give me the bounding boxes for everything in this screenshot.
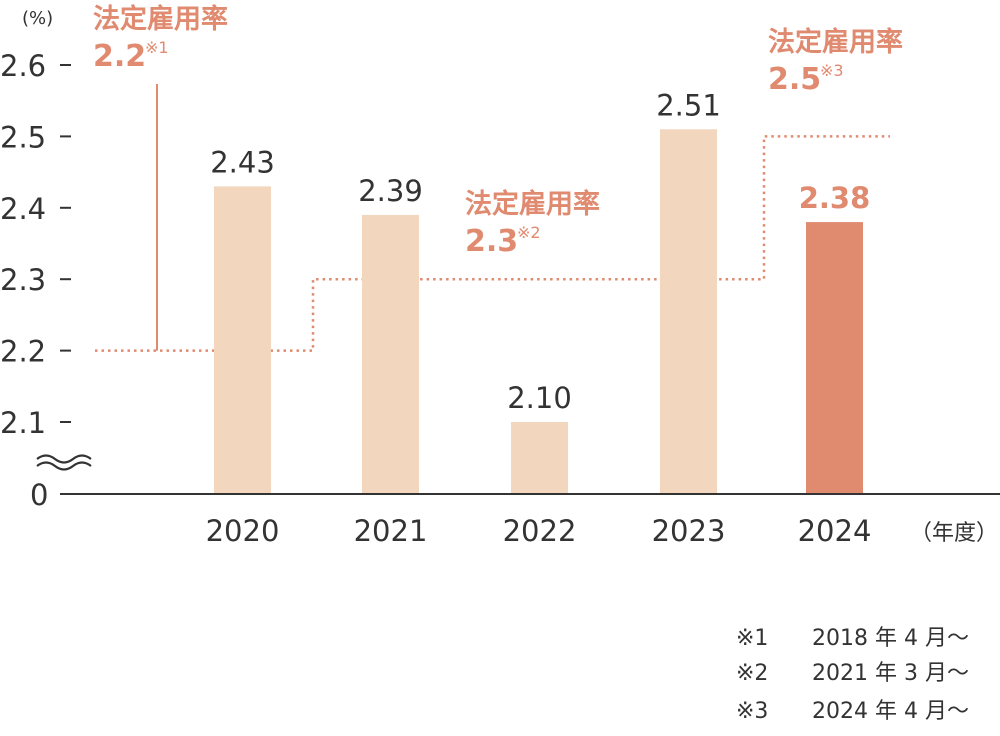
bar-value-label: 2.43	[210, 145, 275, 179]
legal-rate-step-line	[95, 84, 890, 352]
y-zero-label: 0	[30, 478, 48, 512]
legal-rate-note-mark: ※2	[517, 223, 541, 242]
bar-value-label: 2.38	[799, 181, 871, 215]
legal-rate-value: 2.3	[465, 224, 518, 259]
axis-break-icon	[36, 454, 92, 471]
legal-rate-title: 法定雇用率	[465, 188, 600, 220]
y-axis: 2.6 2.5 2.4 2.3 2.2 2.1 0	[0, 49, 92, 512]
footnote-text: 2021 年 3 月～	[812, 661, 969, 686]
legal-rate-annotation: 法定雇用率 2.3※2	[465, 188, 600, 259]
bar	[806, 222, 863, 494]
bar	[511, 422, 568, 494]
legal-rate-annotation: 法定雇用率 2.5※3	[768, 26, 903, 97]
legal-rate-note-mark: ※1	[145, 38, 169, 57]
footnotes: ※1 2018 年 4 月～ ※2 2021 年 3 月～ ※3 2024 年 4 月～	[736, 626, 969, 724]
footnote-text: 2024 年 4 月～	[812, 699, 969, 724]
axis-break-wave	[36, 454, 92, 464]
y-tick-label: 2.2	[0, 335, 46, 369]
y-tick-label: 2.3	[0, 263, 46, 297]
legal-rate-annotation: 法定雇用率 2.2※1	[93, 3, 228, 74]
footnote-mark: ※3	[736, 699, 768, 724]
bar-value-label: 2.10	[507, 381, 572, 415]
x-tick-label: 2023	[652, 514, 726, 548]
y-tick-label: 2.1	[0, 406, 46, 440]
legal-rate-annotations: 法定雇用率 2.2※1 法定雇用率 2.3※2 法定雇用率 2.5※3	[93, 3, 903, 259]
y-tick-label: 2.4	[0, 192, 46, 226]
y-tick-label: 2.6	[0, 49, 46, 83]
y-axis-unit-label: (%)	[22, 8, 53, 29]
footnote-text: 2018 年 4 月～	[812, 626, 969, 651]
x-tick-label: 2022	[503, 514, 577, 548]
bars: 2.43 2.39 2.10 2.51 2.38	[210, 88, 870, 494]
x-axis-unit-label: （年度）	[910, 521, 998, 546]
legal-rate-dotted-line	[95, 135, 890, 352]
x-tick-label: 2024	[798, 514, 872, 548]
bar	[214, 186, 271, 494]
x-tick-label: 2021	[354, 514, 428, 548]
y-tick-label: 2.5	[0, 120, 46, 154]
bar-value-label: 2.39	[358, 174, 423, 208]
footnote-mark: ※1	[736, 626, 768, 651]
x-axis: 2020 2021 2022 2023 2024	[60, 493, 1000, 548]
x-tick-label: 2020	[206, 514, 280, 548]
bar	[660, 129, 717, 494]
legal-rate-title: 法定雇用率	[768, 26, 903, 58]
axis-break-wave	[36, 461, 92, 471]
footnote-mark: ※2	[736, 661, 768, 686]
bar-value-label: 2.51	[656, 88, 721, 122]
bar	[362, 214, 419, 494]
legal-rate-title: 法定雇用率	[93, 3, 228, 35]
legal-rate-value: 2.5	[768, 62, 821, 97]
legal-rate-value: 2.2	[93, 39, 146, 74]
legal-rate-note-mark: ※3	[820, 61, 844, 80]
